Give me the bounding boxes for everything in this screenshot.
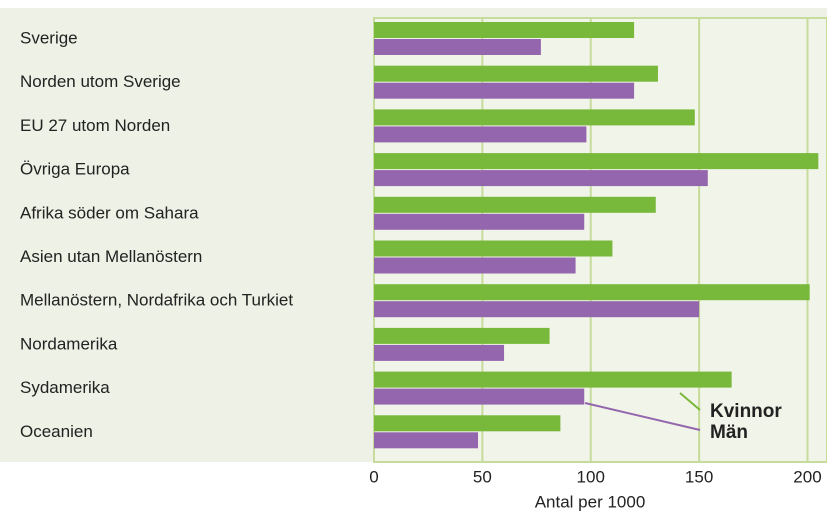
y-tick-label: Sverige: [20, 28, 78, 47]
bar: [374, 170, 708, 187]
bar: [374, 153, 819, 170]
bar: [374, 284, 810, 301]
bar: [374, 240, 613, 257]
bar: [374, 22, 635, 38]
y-tick-label: Asien utan Mellanöstern: [20, 247, 202, 266]
y-tick-label: Nordamerika: [20, 334, 118, 353]
bar: [374, 82, 635, 99]
leader-line: [584, 402, 701, 431]
bar: [374, 126, 587, 143]
x-axis-label: Antal per 1000: [535, 492, 646, 511]
legend-label: Män: [710, 422, 748, 443]
bar: [374, 257, 576, 274]
y-tick-label: Norden utom Sverige: [20, 72, 181, 91]
bar: [374, 301, 700, 318]
bar: [374, 65, 658, 82]
bar: [374, 39, 541, 55]
y-tick-label: Sydamerika: [20, 378, 110, 397]
y-tick-label: Oceanien: [20, 422, 93, 441]
legend-label: Kvinnor: [710, 401, 782, 422]
bar: [374, 327, 550, 344]
bar: [374, 388, 585, 405]
bar: [374, 371, 732, 388]
x-tick-label: 150: [685, 467, 713, 486]
bar: [374, 213, 585, 230]
y-tick-label: EU 27 utom Norden: [20, 116, 170, 135]
bar: [374, 344, 505, 361]
x-tick-label: 100: [577, 467, 605, 486]
bar: [374, 109, 695, 126]
bar: [374, 196, 656, 213]
bar: [374, 432, 479, 449]
x-tick-label: 200: [793, 467, 821, 486]
x-tick-label: 0: [369, 467, 378, 486]
leader-line: [679, 392, 701, 411]
bar: [374, 415, 561, 432]
y-tick-label: Mellanöstern, Nordafrika och Turkiet: [20, 291, 293, 310]
y-tick-label: Afrika söder om Sahara: [20, 203, 199, 222]
x-tick-label: 50: [473, 467, 492, 486]
y-tick-label: Övriga Europa: [20, 160, 130, 179]
